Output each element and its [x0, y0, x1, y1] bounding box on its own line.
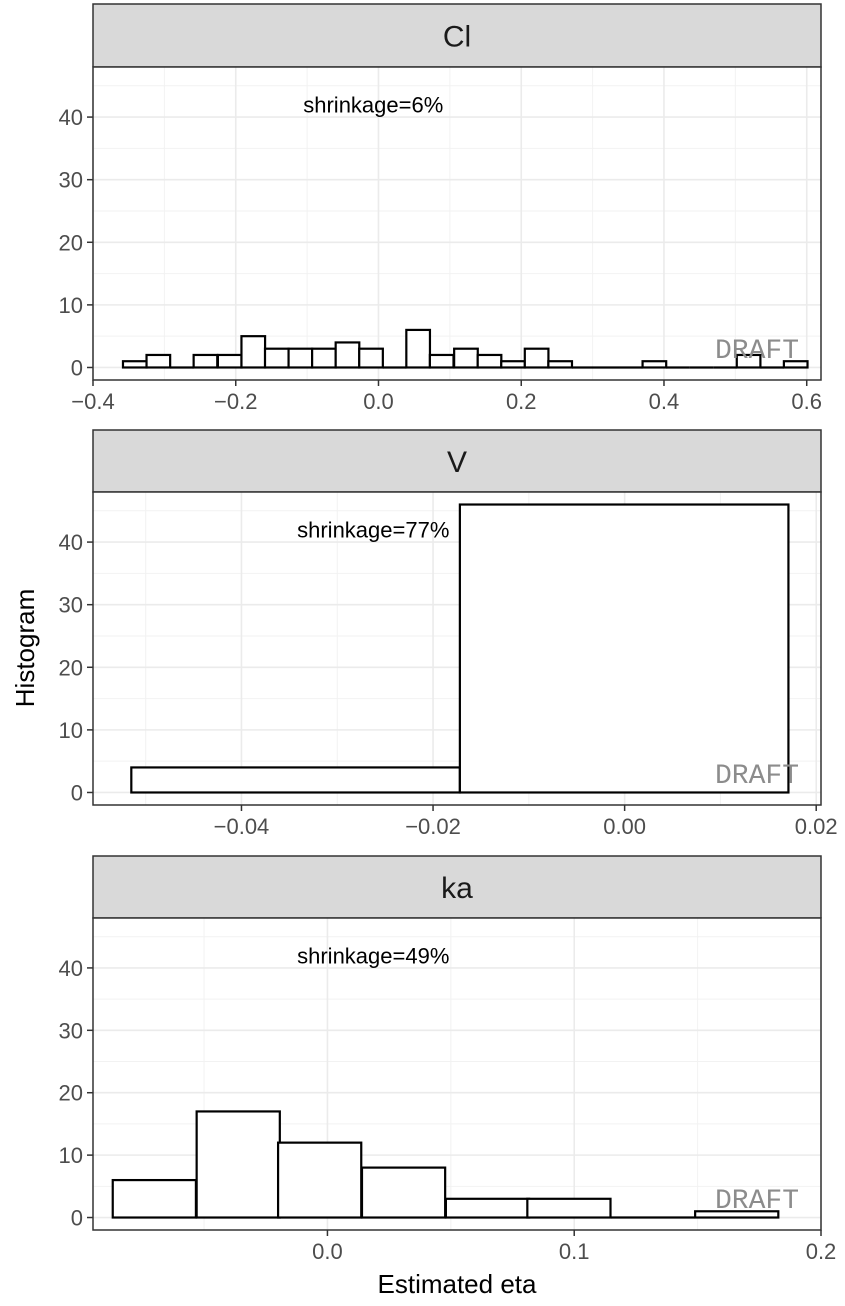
y-tick-label: 0: [71, 1206, 83, 1231]
histogram-bar: [192, 353, 219, 369]
panel-strip: [92, 855, 822, 919]
panel-title: Cl: [443, 21, 471, 54]
x-tick-label: 0.02: [795, 814, 838, 839]
histogram-bar: [405, 328, 432, 369]
histogram-bar: [121, 360, 148, 369]
shrinkage-annotation: shrinkage=77%: [297, 518, 449, 543]
y-tick-label: 20: [59, 655, 83, 680]
x-tick-label: −0.2: [214, 389, 257, 414]
histogram-bar: [641, 360, 668, 369]
x-tick-label: 0.0: [363, 389, 394, 414]
histogram-bar: [476, 353, 503, 369]
histogram-bar: [453, 347, 479, 369]
histogram-bar: [782, 360, 809, 369]
histogram-bar: [547, 360, 574, 369]
histogram-bar: [263, 347, 290, 369]
histogram-bar: [145, 353, 172, 369]
plot-background: [93, 67, 821, 380]
panel-border: [92, 491, 822, 806]
y-tick-label: 0: [71, 780, 83, 805]
x-tick-label: 0.1: [559, 1239, 590, 1264]
x-tick-label: −0.02: [405, 814, 461, 839]
y-tick-label: 20: [59, 1081, 83, 1106]
x-tick-label: 0.6: [791, 389, 822, 414]
x-tick-label: 0.2: [506, 389, 537, 414]
histogram-bar: [195, 1110, 281, 1219]
panel-title: V: [447, 446, 467, 479]
y-axis-title: Histogram: [10, 589, 40, 707]
y-tick-label: 0: [71, 355, 83, 380]
histogram-bar: [360, 1166, 447, 1219]
panel-border: [92, 917, 822, 1231]
histogram-bar: [458, 503, 790, 794]
histogram-bar: [130, 766, 461, 794]
histogram-bar: [428, 353, 455, 369]
y-tick-label: 40: [59, 530, 83, 555]
x-tick-label: 0.2: [806, 1239, 837, 1264]
histogram-bar: [526, 1197, 612, 1219]
panel-title: ka: [441, 872, 473, 905]
y-tick-label: 10: [59, 293, 83, 318]
histogram-bar: [334, 341, 361, 369]
shrinkage-annotation: shrinkage=6%: [303, 93, 443, 118]
x-tick-label: 0.00: [603, 814, 646, 839]
draft-watermark: DRAFT: [715, 336, 799, 367]
panel-strip: [92, 429, 822, 493]
x-tick-label: −0.4: [71, 389, 114, 414]
histogram-bar: [444, 1197, 531, 1219]
histogram-bar: [111, 1178, 198, 1219]
panel-border: [92, 66, 822, 381]
histogram-bar: [276, 1141, 363, 1219]
y-tick-label: 40: [59, 105, 83, 130]
histogram-bar: [523, 347, 550, 369]
histogram-bar: [287, 347, 314, 369]
x-tick-label: −0.04: [214, 814, 270, 839]
y-tick-label: 10: [59, 1143, 83, 1168]
y-tick-label: 30: [59, 1018, 83, 1043]
x-axis-title: Estimated eta: [378, 1269, 538, 1299]
y-tick-label: 30: [59, 168, 83, 193]
y-tick-label: 30: [59, 593, 83, 618]
y-tick-label: 10: [59, 718, 83, 743]
histogram-bar: [358, 347, 384, 369]
histogram-bar: [311, 347, 337, 369]
x-tick-label: 0.0: [312, 1239, 343, 1264]
histogram-bar: [500, 360, 526, 369]
panel-strip: [92, 3, 822, 68]
y-tick-label: 40: [59, 956, 83, 981]
shrinkage-annotation: shrinkage=49%: [297, 943, 449, 968]
histogram-bar: [735, 353, 762, 369]
draft-watermark: DRAFT: [715, 761, 799, 792]
x-tick-label: 0.4: [649, 389, 680, 414]
histogram-bar: [694, 1210, 780, 1219]
histogram-bar: [240, 335, 267, 369]
y-tick-label: 20: [59, 230, 83, 255]
histogram-bar: [216, 353, 243, 369]
draft-watermark: DRAFT: [715, 1186, 799, 1217]
